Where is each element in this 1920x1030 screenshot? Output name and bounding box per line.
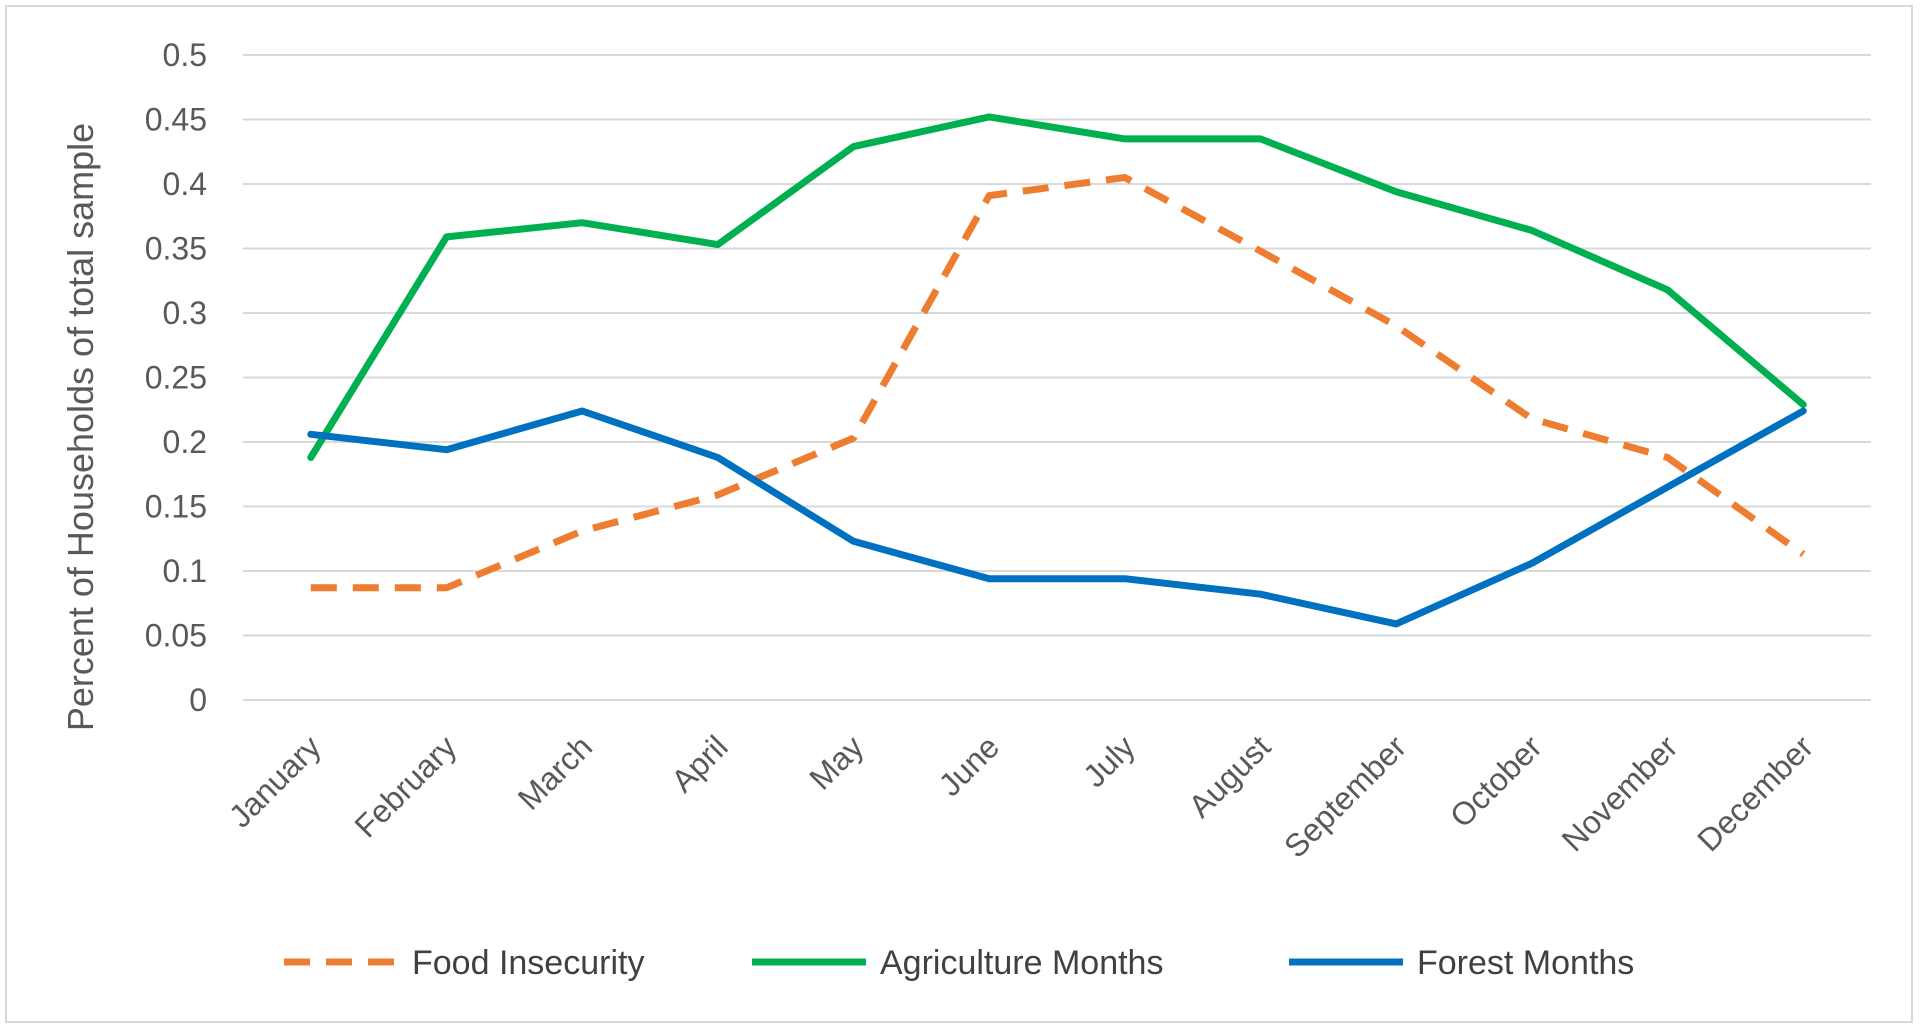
series-line-food-insecurity [310,174,1806,592]
x-tick-label: November [1555,728,1685,858]
x-tick-label: August [1182,728,1278,824]
x-tick-label: June [932,728,1007,803]
series-line-forest-months [307,407,1807,628]
y-axis-ticks: 0 0.05 0.1 0.15 0.2 0.25 0.3 0.35 0.4 0.45 0.5 [145,37,207,718]
chart-frame: 0 0.05 0.1 0.15 0.2 0.25 0.3 0.35 0.4 0.45 0.5 Jan… [5,5,1913,1023]
x-tick-label: May [802,728,870,796]
x-tick-label: October [1443,728,1549,834]
series-lines [307,113,1807,628]
x-axis-ticks: January February March April May June July Augu… [222,728,1821,864]
y-tick-label: 0.4 [163,166,207,202]
y-tick-label: 0.45 [145,102,207,138]
legend-label: Forest Months [1417,944,1634,982]
legend-label: Agriculture Months [880,944,1163,982]
y-tick-label: 0.35 [145,231,207,267]
x-tick-label: July [1076,728,1142,794]
x-tick-label: December [1690,728,1820,858]
y-tick-label: 0.15 [145,489,207,525]
y-tick-label: 0.25 [145,360,207,396]
y-tick-label: 0 [189,682,207,718]
y-tick-label: 0.1 [163,553,207,589]
y-tick-label: 0.2 [163,424,207,460]
series-line-agriculture-months [307,113,1807,461]
y-tick-label: 0.5 [163,37,207,73]
y-tick-label: 0.05 [145,618,207,654]
line-chart: 0 0.05 0.1 0.15 0.2 0.25 0.3 0.35 0.4 0.45 0.5 Jan… [60,37,1871,982]
legend-label: Food Insecurity [412,944,644,982]
y-tick-label: 0.3 [163,295,207,331]
x-tick-label: April [664,728,735,799]
x-tick-label: January [222,728,328,834]
y-axis-title: Percent of Households of total sample [60,123,101,731]
legend: Food Insecurity Agriculture Months Forest … [284,944,1634,982]
x-tick-label: September [1277,728,1413,864]
gridlines [243,54,1871,701]
x-tick-label: February [347,728,463,844]
x-tick-label: March [511,728,599,816]
